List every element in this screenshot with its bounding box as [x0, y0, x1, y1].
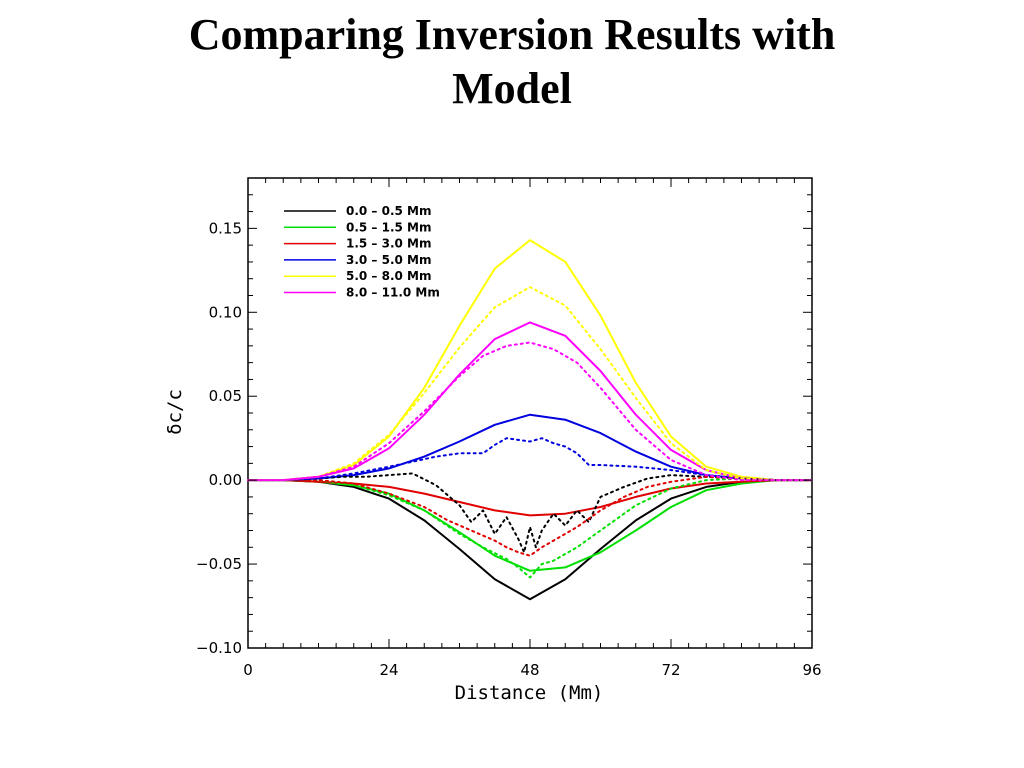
x-tick-label: 96: [802, 661, 821, 679]
model-series-line: [248, 479, 812, 572]
slide-title: Comparing Inversion Results with Model: [0, 8, 1024, 116]
y-axis-label: δc/c: [164, 389, 186, 435]
inversion-series-line: [247, 286, 813, 482]
legend-label: 0.0 – 0.5 Mm: [346, 204, 432, 218]
inversion-series-line: [247, 477, 813, 579]
x-tick-label: 72: [661, 661, 680, 679]
x-tick-label: 0: [243, 661, 253, 679]
slide-title-line-1: Comparing Inversion Results with: [188, 10, 836, 59]
model-series-line: [248, 479, 812, 601]
y-tick-label: −0.10: [196, 639, 242, 657]
legend-label: 3.0 – 5.0 Mm: [346, 253, 432, 267]
model-series-line: [248, 239, 812, 482]
inversion-series-line: [247, 437, 813, 482]
y-tick-label: 0.15: [209, 219, 242, 237]
y-tick-label: 0.00: [209, 471, 242, 489]
y-tick-label: −0.05: [196, 555, 242, 573]
x-tick-label: 48: [520, 661, 539, 679]
slide-title-line-2: Model: [452, 64, 572, 113]
legend-label: 0.5 – 1.5 Mm: [346, 220, 432, 234]
model-series-line: [248, 413, 812, 482]
x-axis-label: Distance (Mm): [455, 682, 604, 704]
legend-label: 5.0 – 8.0 Mm: [346, 269, 432, 283]
legend-label: 1.5 – 3.0 Mm: [346, 237, 432, 251]
legend-label: 8.0 – 11.0 Mm: [346, 286, 440, 300]
inversion-series-line: [247, 341, 813, 482]
model-series-line: [248, 479, 812, 517]
inversion-series-line: [247, 475, 813, 557]
y-tick-label: 0.05: [209, 387, 242, 405]
y-tick-label: 0.10: [209, 303, 242, 321]
model-series-line: [248, 321, 812, 482]
inversion-series-line: [247, 472, 813, 554]
x-tick-label: 24: [379, 661, 398, 679]
